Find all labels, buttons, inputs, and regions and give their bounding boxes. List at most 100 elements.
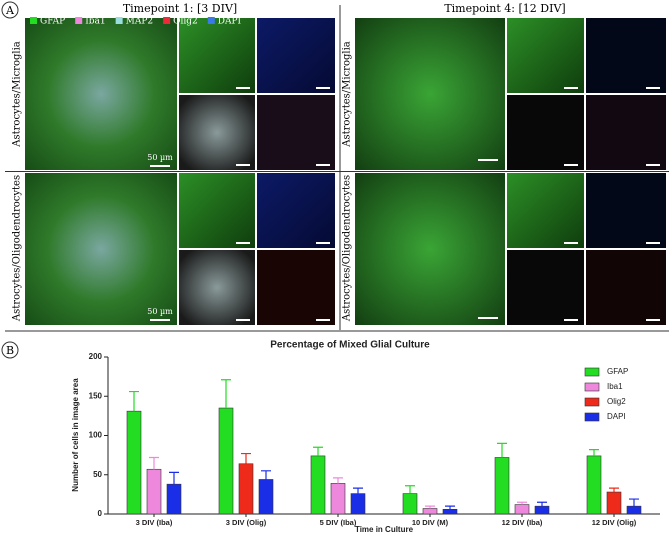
image xyxy=(257,250,335,325)
image xyxy=(179,95,255,170)
bar xyxy=(514,504,530,515)
image xyxy=(257,18,335,93)
row-label: Astrocytes/Microglia xyxy=(12,41,23,147)
timepoint-title: Timepoint 1: [3 DIV] xyxy=(123,2,237,15)
x-tick-label: 3 DIV (Olig) xyxy=(226,518,267,527)
bar xyxy=(126,410,142,515)
error-bar xyxy=(629,498,639,507)
image xyxy=(25,173,177,325)
legend-swatch xyxy=(584,382,600,392)
x-tick-label: 3 DIV (Iba) xyxy=(136,518,173,527)
error-bar xyxy=(589,449,599,456)
x-tick-label: 12 DIV (Iba) xyxy=(502,518,543,527)
channel-swatch xyxy=(30,17,37,24)
panel-label-circle xyxy=(1,341,19,359)
bar xyxy=(330,483,346,515)
bar xyxy=(310,455,326,515)
channel-legend: GFAP Iba1 MAP2 Olig2 DAPI xyxy=(30,17,242,27)
bar xyxy=(350,493,366,515)
channel-swatch xyxy=(207,17,215,24)
timepoint-title: Timepoint 4: [12 DIV] xyxy=(444,2,565,15)
y-tick-label: 200 xyxy=(89,352,103,361)
channel-swatch xyxy=(75,17,83,24)
error-bar xyxy=(241,452,251,464)
bar xyxy=(218,407,234,515)
bar xyxy=(238,463,254,515)
chart-title: Percentage of Mixed Glial Culture xyxy=(270,340,430,351)
x-axis-label: Time in Culture xyxy=(355,525,414,534)
x-tick-label: 12 DIV (Olig) xyxy=(592,518,637,527)
image xyxy=(179,18,255,93)
error-bar xyxy=(261,470,271,480)
image xyxy=(507,18,584,93)
legend-swatch xyxy=(584,397,600,407)
channel-label: MAP2 xyxy=(126,17,154,27)
legend-label: Iba1 xyxy=(607,382,623,391)
channel-label: Olig2 xyxy=(173,17,198,27)
error-bar xyxy=(313,446,323,456)
image xyxy=(507,173,584,248)
bar xyxy=(442,508,458,515)
scale-label: 50 µm xyxy=(147,307,173,316)
bar xyxy=(626,505,642,515)
panel-a: 50 µm 50 µm Timepoint 1: [3 DIV] Timepoi… xyxy=(1,1,669,359)
bar xyxy=(422,508,438,515)
error-bar xyxy=(221,379,231,409)
channel-label: Iba1 xyxy=(85,17,105,27)
scale-bars xyxy=(150,87,660,321)
y-tick-label: 50 xyxy=(93,470,102,479)
legend-label: DAPI xyxy=(607,412,626,421)
legend-label: Olig2 xyxy=(607,397,626,406)
bar xyxy=(494,457,510,515)
bar xyxy=(402,493,418,515)
x-tick-label: 5 DIV (Iba) xyxy=(320,518,357,527)
panel-label-circle xyxy=(1,1,19,19)
channel-swatch xyxy=(115,17,123,24)
error-bar xyxy=(425,505,435,509)
image xyxy=(179,250,255,325)
channel-label: DAPI xyxy=(218,17,242,27)
error-bar xyxy=(353,487,363,494)
error-bar xyxy=(169,471,179,485)
image xyxy=(179,173,255,248)
error-bar xyxy=(517,501,527,505)
image xyxy=(586,173,666,248)
error-bar xyxy=(609,487,619,493)
chart: Percentage of Mixed Glial Culture Time i… xyxy=(71,340,660,534)
image xyxy=(586,18,666,93)
error-bar xyxy=(445,505,455,510)
x-tick-label: 10 DIV (M) xyxy=(412,518,449,527)
legend-swatch xyxy=(584,412,600,422)
bar xyxy=(606,491,622,515)
bar xyxy=(258,479,274,515)
error-bar xyxy=(129,390,139,412)
error-bar xyxy=(333,477,343,484)
channel-label: GFAP xyxy=(40,17,65,27)
row-label: Astrocytes/Oligodendrocytes xyxy=(12,175,23,322)
bar xyxy=(146,468,162,515)
scale-label: 50 µm xyxy=(147,153,173,162)
legend-label: GFAP xyxy=(607,367,628,376)
y-tick-label: 0 xyxy=(98,509,103,518)
bar xyxy=(586,455,602,515)
image xyxy=(257,95,335,170)
image xyxy=(507,250,584,325)
image xyxy=(355,173,505,325)
image xyxy=(25,18,177,170)
panel-label: A xyxy=(5,4,15,17)
bar xyxy=(166,483,182,515)
legend-swatch xyxy=(584,367,600,377)
channel-swatch xyxy=(163,17,171,24)
bar xyxy=(534,505,550,515)
image xyxy=(257,173,335,248)
error-bar xyxy=(405,485,415,494)
row-label: Astrocytes/Oligodendrocytes xyxy=(342,175,353,322)
image xyxy=(586,250,666,325)
image xyxy=(586,95,666,170)
error-bar xyxy=(497,442,507,458)
error-bar xyxy=(149,456,159,470)
panel-label: B xyxy=(6,344,14,357)
y-axis-label: Number of cells in image area xyxy=(71,378,80,492)
y-tick-label: 150 xyxy=(89,391,103,400)
